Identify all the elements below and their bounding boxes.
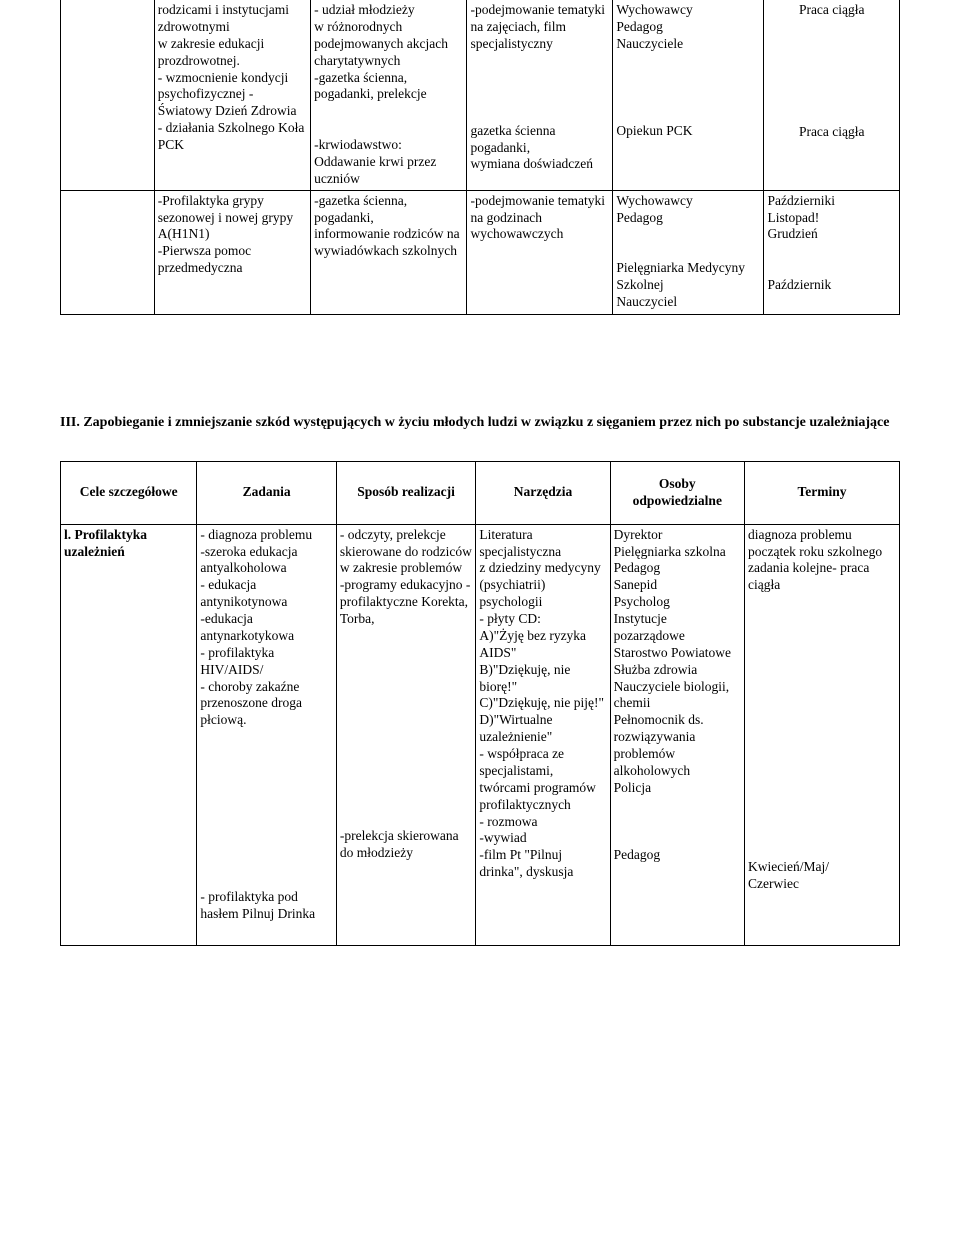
cell-text: Literatura specjalistycznaz dziedziny me… — [479, 527, 604, 846]
cell-text: gazetka ścienna pogadanki,wymiana doświa… — [470, 123, 593, 172]
cell-responsible: WychowawcyPedagogPielęgniarka Medycyny S… — [613, 190, 764, 314]
header-terms: Terminy — [744, 461, 899, 524]
cell-text: diagnoza problemu początek roku szkolneg… — [748, 527, 882, 593]
cell-tasks: - udział młodzieżyw różnorodnych podejmo… — [311, 0, 467, 190]
cell-text: l. Profilaktyka uzależnień — [64, 527, 147, 559]
cell-text: WychowawcyPedagogNauczyciele — [616, 2, 692, 51]
cell-text: - profilaktyka pod hasłem Pilnuj Drinka — [200, 889, 315, 921]
cell-text: WychowawcyPedagogPielęgniarka Medycyny S… — [616, 193, 745, 309]
header-tasks: Zadania — [197, 461, 336, 524]
cell-text: -podejmowanie tematyki na godzinach wych… — [470, 193, 605, 242]
header-text: Sposób realizacji — [357, 484, 455, 499]
cell-text: -gazetka ścienna, pogadanki,informowanie… — [314, 193, 459, 259]
cell-method: - odczyty, prelekcje skierowane do rodzi… — [336, 524, 475, 945]
cell-text: -Profilaktyka grypy sezonowej i nowej gr… — [158, 193, 293, 276]
cell-terms: diagnoza problemu początek roku szkolneg… — [744, 524, 899, 945]
main-table: Cele szczegółowe Zadania Sposób realizac… — [60, 461, 900, 946]
cell-terms: PaździernikiListopad!GrudzieńPaździernik — [764, 190, 900, 314]
cell-tools: -podejmowanie tematyki na zajęciach, fil… — [467, 0, 613, 190]
cell-goals: rodzicami i instytucjami zdrowotnymiw za… — [154, 0, 310, 190]
section-heading-text: III. Zapobieganie i zmniejszanie szkód w… — [60, 415, 889, 430]
header-text: Narzędzia — [514, 484, 572, 499]
cell-text: DyrektorPielęgniarka szkolnaPedagogSanep… — [614, 527, 731, 795]
cell-text: Pedagog — [614, 847, 661, 862]
cell-tasks: -gazetka ścienna, pogadanki,informowanie… — [311, 190, 467, 314]
section-heading: III. Zapobieganie i zmniejszanie szkód w… — [0, 375, 960, 451]
empty-cell — [61, 190, 155, 314]
cell-goals: l. Profilaktyka uzależnień — [61, 524, 197, 945]
cell-text: -prelekcja skierowana do młodzieży — [340, 828, 459, 860]
cell-text: -podejmowanie tematyki na zajęciach, fil… — [470, 2, 605, 51]
cell-text: - odczyty, prelekcje skierowane do rodzi… — [340, 527, 472, 626]
header-goals: Cele szczegółowe — [61, 461, 197, 524]
cell-tools: -podejmowanie tematyki na godzinach wych… — [467, 190, 613, 314]
cell-responsible: DyrektorPielęgniarka szkolnaPedagogSanep… — [610, 524, 744, 945]
top-table-container: rodzicami i instytucjami zdrowotnymiw za… — [0, 0, 960, 315]
header-text: Osoby odpowiedzialne — [633, 476, 722, 508]
cell-tasks: - diagnoza problemu-szeroka edukacja ant… — [197, 524, 336, 945]
top-continuation-table: rodzicami i instytucjami zdrowotnymiw za… — [60, 0, 900, 315]
cell-text: -film Pt "Pilnuj drinka", dyskusja — [479, 847, 573, 879]
header-text: Zadania — [243, 484, 291, 499]
cell-tools: Literatura specjalistycznaz dziedziny me… — [476, 524, 610, 945]
header-tools: Narzędzia — [476, 461, 610, 524]
table-row: -Profilaktyka grypy sezonowej i nowej gr… — [61, 190, 900, 314]
cell-text: Praca ciągła — [799, 2, 865, 17]
cell-terms: Praca ciągła Praca ciągła — [764, 0, 900, 190]
header-text: Terminy — [797, 484, 846, 499]
table-header-row: Cele szczegółowe Zadania Sposób realizac… — [61, 461, 900, 524]
main-table-container: Cele szczegółowe Zadania Sposób realizac… — [0, 461, 960, 946]
cell-text: rodzicami i instytucjami zdrowotnymiw za… — [158, 2, 305, 152]
cell-text: Praca ciągła — [799, 124, 865, 139]
cell-responsible: WychowawcyPedagogNauczyciele Opiekun PCK — [613, 0, 764, 190]
header-responsible: Osoby odpowiedzialne — [610, 461, 744, 524]
cell-text: Opiekun PCK — [616, 123, 692, 138]
cell-text: Kwiecień/Maj/Czerwiec — [748, 859, 829, 891]
cell-text: PaździernikiListopad!GrudzieńPaździernik — [767, 193, 834, 292]
header-method: Sposób realizacji — [336, 461, 475, 524]
cell-text: - diagnoza problemu-szeroka edukacja ant… — [200, 527, 312, 728]
empty-cell — [61, 0, 155, 190]
cell-goals: -Profilaktyka grypy sezonowej i nowej gr… — [154, 190, 310, 314]
table-row: rodzicami i instytucjami zdrowotnymiw za… — [61, 0, 900, 190]
cell-text: - udział młodzieżyw różnorodnych podejmo… — [314, 2, 448, 186]
table-row: l. Profilaktyka uzależnień - diagnoza pr… — [61, 524, 900, 945]
header-text: Cele szczegółowe — [80, 484, 178, 499]
